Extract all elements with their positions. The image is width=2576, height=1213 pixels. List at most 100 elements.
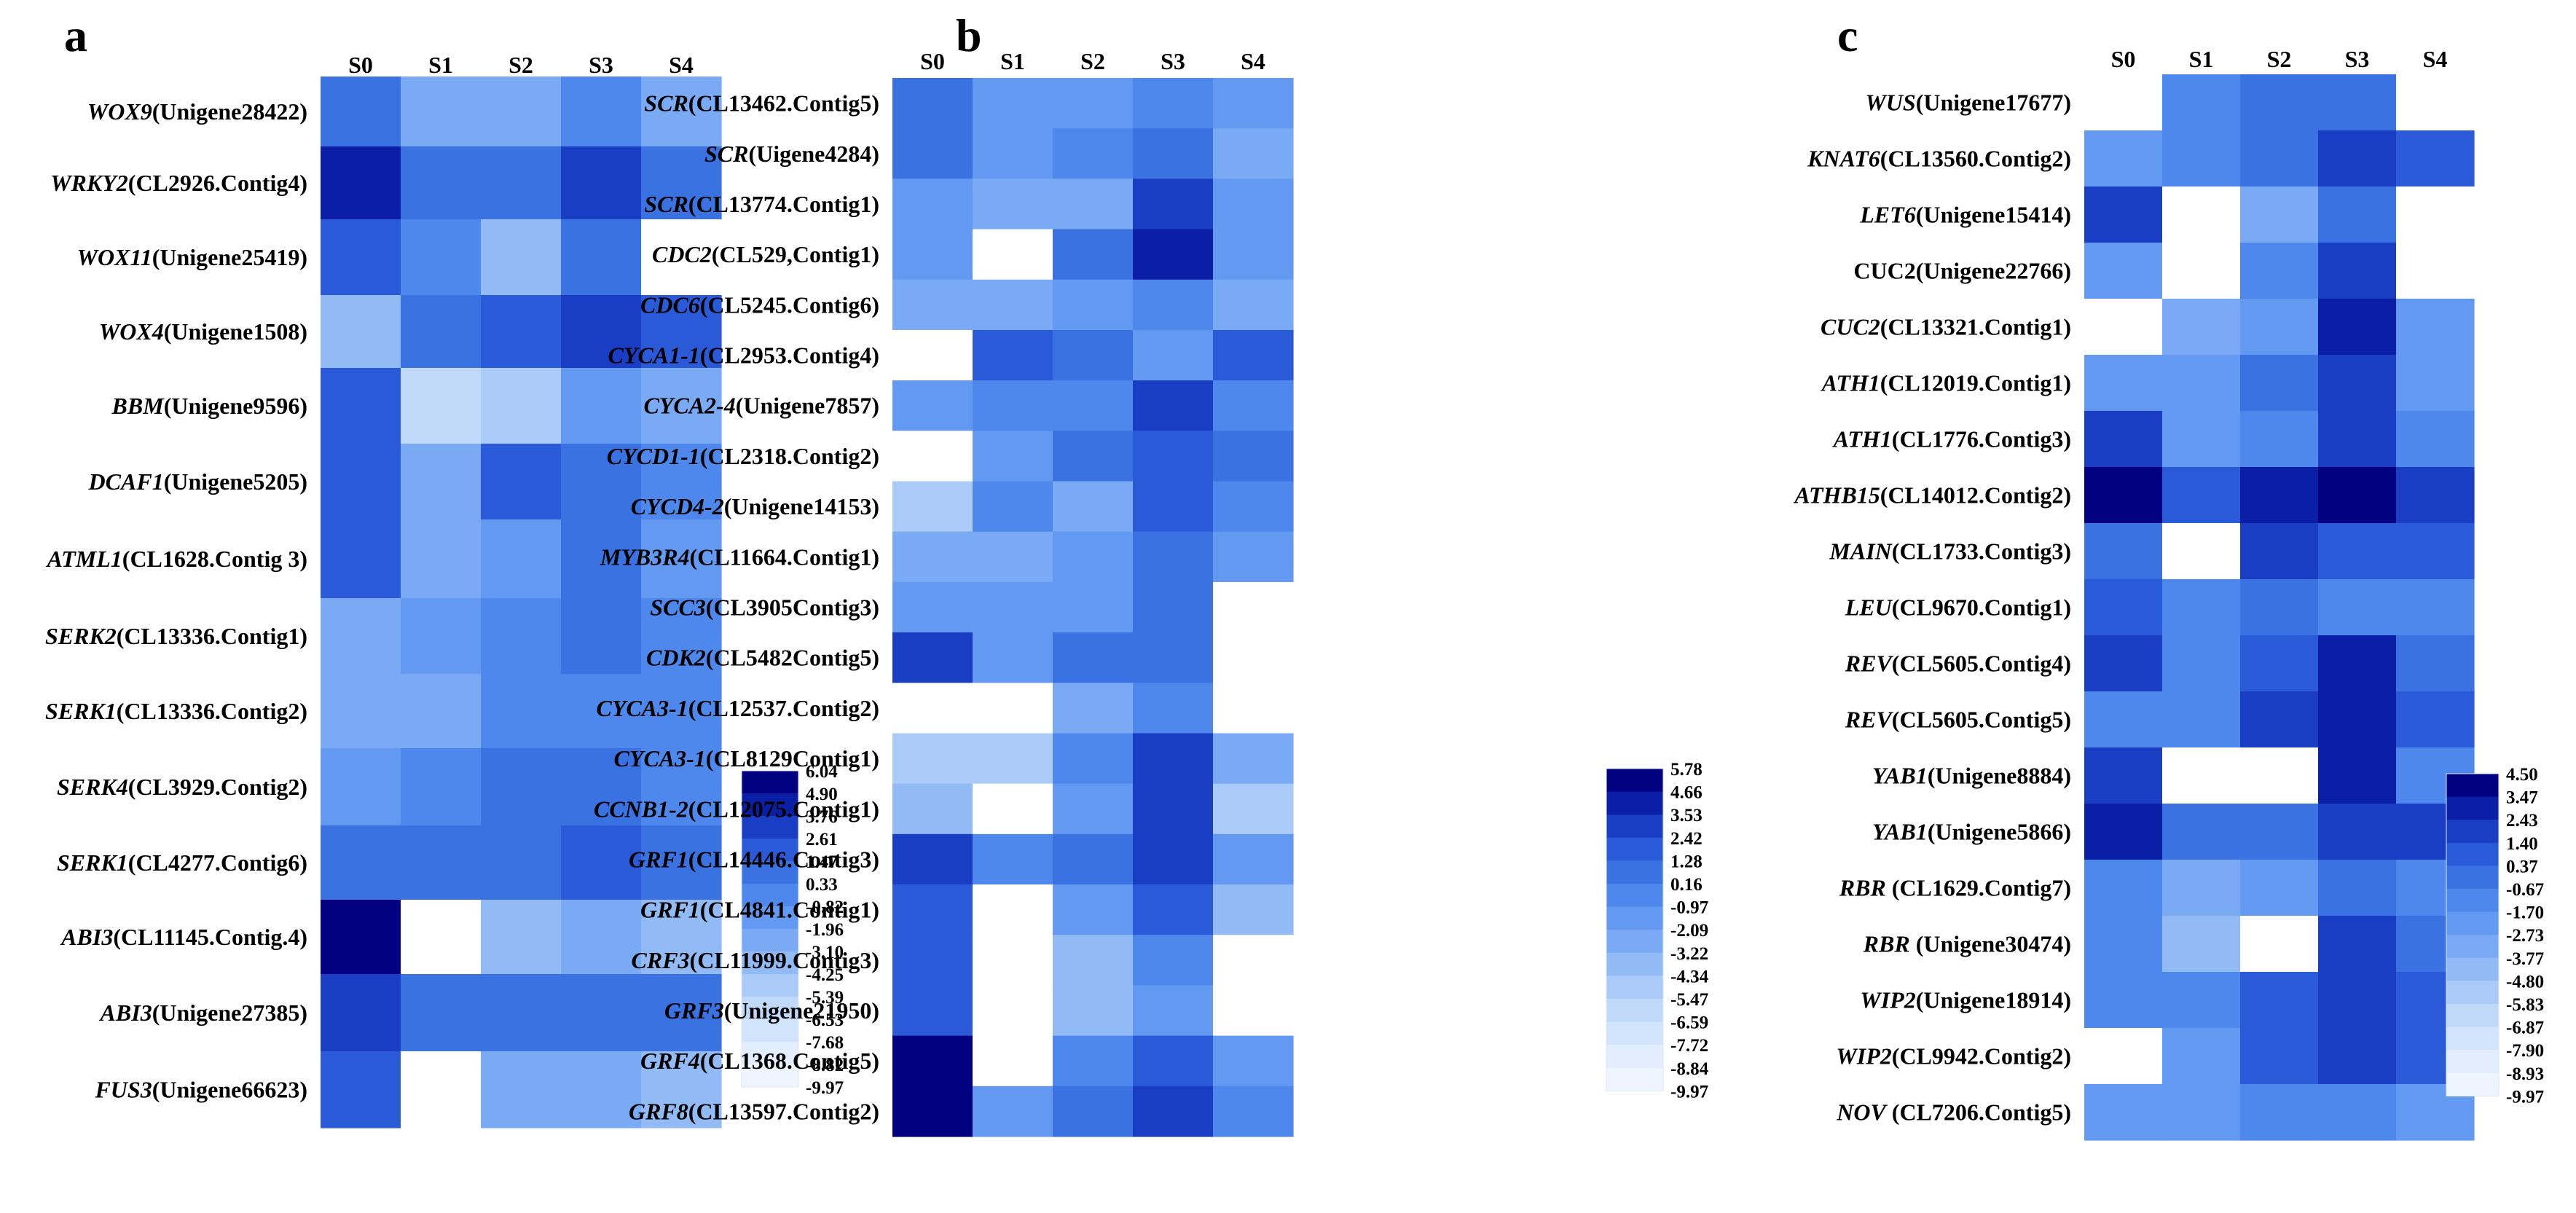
heatmap-cell — [2240, 523, 2319, 580]
heatmap-cell — [2084, 299, 2163, 356]
heatmap-cell — [2318, 972, 2397, 1029]
row-label: REV(CL5605.Contig5) — [1845, 707, 2071, 733]
heatmap-cell — [1053, 833, 1134, 885]
legend-tick-label: 4.90 — [806, 785, 838, 804]
heatmap-cell — [1053, 279, 1134, 331]
heatmap-cell — [1133, 632, 1214, 683]
row-label: CUC2(Unigene22766) — [1853, 258, 2071, 284]
heatmap-cell — [561, 1051, 642, 1128]
legend-tick-label: -6.53 — [806, 1010, 844, 1030]
heatmap-cell — [641, 974, 722, 1052]
row-label: KNAT6(CL13560.Contig2) — [1807, 146, 2071, 172]
heatmap-cell — [973, 783, 1053, 835]
heatmap-cell — [1133, 1086, 1214, 1137]
heatmap-cell — [2318, 579, 2397, 636]
heatmap-cell — [561, 748, 642, 826]
heatmap-cell — [321, 974, 401, 1052]
row-label: BBM(Unigene9596) — [111, 393, 307, 419]
row-label: SERK4(CL3929.Contig2) — [57, 774, 307, 800]
heatmap-cell — [1133, 683, 1214, 734]
legend-tick-label: 2.42 — [1670, 829, 1703, 849]
heatmap-cell — [1133, 884, 1214, 935]
heatmap-cell — [321, 146, 401, 220]
legend-swatch — [742, 839, 798, 862]
column-label: S2 — [2267, 46, 2292, 72]
heatmap-cell — [481, 519, 562, 599]
legend-swatch — [742, 861, 798, 884]
heatmap-cell — [2084, 355, 2163, 412]
column-label: S4 — [669, 52, 694, 78]
legend-tick-label: -1.70 — [2506, 903, 2544, 923]
heatmap-cell — [481, 674, 562, 749]
heatmap-cell — [481, 1051, 562, 1128]
heatmap-cell — [641, 368, 722, 444]
legend-swatch — [742, 1064, 798, 1088]
heatmap-cell — [1133, 229, 1214, 280]
legend-swatch — [742, 1019, 798, 1043]
heatmap-cell — [1213, 229, 1294, 280]
heatmap-cell — [973, 78, 1053, 129]
color-legend: 5.78 4.66 3.53 2.42 1.28 0.16 -0.97 -2.09 -3.22 -… — [1606, 760, 1709, 1102]
heatmap-cell — [892, 481, 973, 533]
heatmap-cell — [973, 229, 1053, 280]
heatmap-cell — [1213, 178, 1294, 230]
legend-swatch — [1606, 769, 1663, 793]
legend-swatch — [1606, 1067, 1663, 1091]
row-label: LET6(Unigene15414) — [1859, 202, 2071, 228]
heatmap-cell — [481, 598, 562, 675]
heatmap-cell — [2318, 804, 2397, 860]
row-label: SCR(CL13774.Contig1) — [644, 191, 879, 217]
heatmap-cell — [892, 1086, 973, 1137]
heatmap-cell — [1213, 581, 1294, 633]
heatmap-cell — [2396, 74, 2475, 131]
row-label: SCR(CL13462.Contig5) — [644, 90, 879, 117]
legend-tick-label: -8.84 — [1670, 1059, 1709, 1079]
legend-tick-label: 2.43 — [2506, 811, 2538, 831]
heatmap-cell — [2084, 243, 2163, 299]
heatmap-cell — [481, 974, 562, 1052]
row-label: SERK1(CL13336.Contig2) — [45, 698, 307, 724]
legend-swatch — [2446, 935, 2499, 959]
heatmap-cell — [2084, 691, 2163, 748]
legend-swatch — [1606, 884, 1663, 908]
heatmap-cell — [321, 444, 401, 520]
heatmap-cell — [2318, 187, 2397, 243]
heatmap-cell — [1053, 380, 1134, 431]
heatmap-cell — [2240, 579, 2319, 636]
heatmap-cell — [481, 748, 562, 826]
heatmap-cell — [973, 632, 1053, 683]
heatmap-cell — [1213, 531, 1294, 583]
column-label: S3 — [2345, 46, 2370, 72]
heatmap-cell — [1053, 632, 1134, 683]
legend-swatch — [742, 951, 798, 975]
heatmap-cell — [1213, 632, 1294, 683]
column-label: S4 — [1241, 48, 1265, 74]
heatmap-cell — [2162, 747, 2241, 804]
heatmap-cell — [892, 683, 973, 734]
heatmap-cell — [2318, 355, 2397, 412]
heatmap-cell — [1213, 481, 1294, 533]
legend-swatch — [742, 771, 798, 794]
heatmap-cell — [2084, 411, 2163, 468]
row-label: WOX9(Unigene28422) — [87, 98, 307, 125]
heatmap-cell — [2396, 691, 2475, 748]
legend-swatch — [1606, 906, 1663, 930]
heatmap-cell — [401, 146, 482, 220]
column-label: S3 — [1161, 48, 1185, 74]
legend-swatch — [742, 997, 798, 1020]
heatmap-cell — [892, 733, 973, 785]
legend-tick-label: 3.76 — [806, 807, 838, 827]
heatmap-cell — [2240, 860, 2319, 916]
heatmap-cell — [2162, 355, 2241, 412]
heatmap-cell — [2240, 691, 2319, 748]
heatmap-cell — [892, 229, 973, 280]
heatmap-cell — [1053, 733, 1134, 785]
row-label: CDC2(CL529,Contig1) — [652, 241, 879, 267]
heatmap-cell — [1213, 128, 1294, 179]
row-label: RBR (CL1629.Contig7) — [1839, 875, 2071, 901]
legend-swatch — [742, 929, 798, 952]
heatmap-cell — [892, 128, 973, 179]
row-label: CYCD1-1(CL2318.Contig2) — [607, 443, 879, 469]
row-label: NOV (CL7206.Contig5) — [1836, 1099, 2071, 1126]
heatmap-cell — [973, 380, 1053, 431]
